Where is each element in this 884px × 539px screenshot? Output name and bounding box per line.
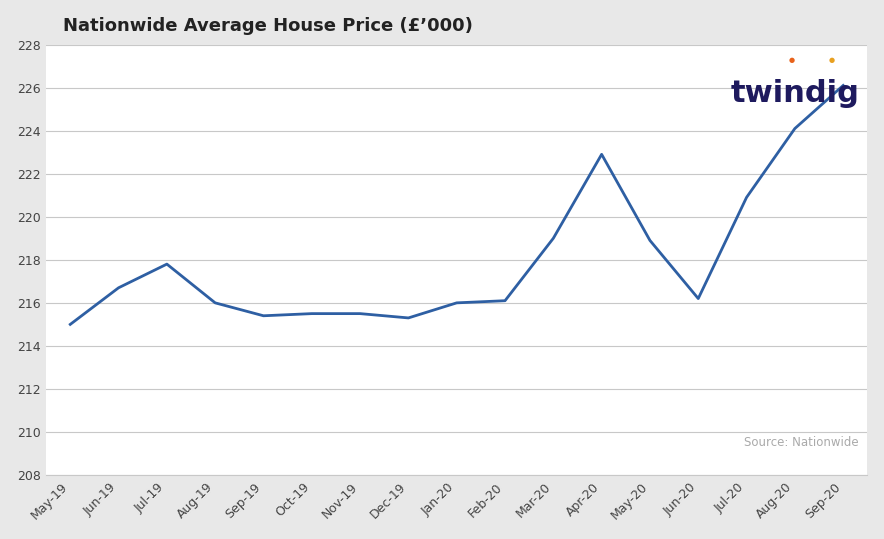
Text: ●: ●	[829, 57, 835, 63]
Text: Nationwide Average House Price (£’000): Nationwide Average House Price (£’000)	[63, 17, 472, 34]
Text: Source: Nationwide: Source: Nationwide	[744, 436, 859, 449]
Text: twindig: twindig	[730, 79, 859, 108]
Text: ●: ●	[789, 57, 795, 63]
